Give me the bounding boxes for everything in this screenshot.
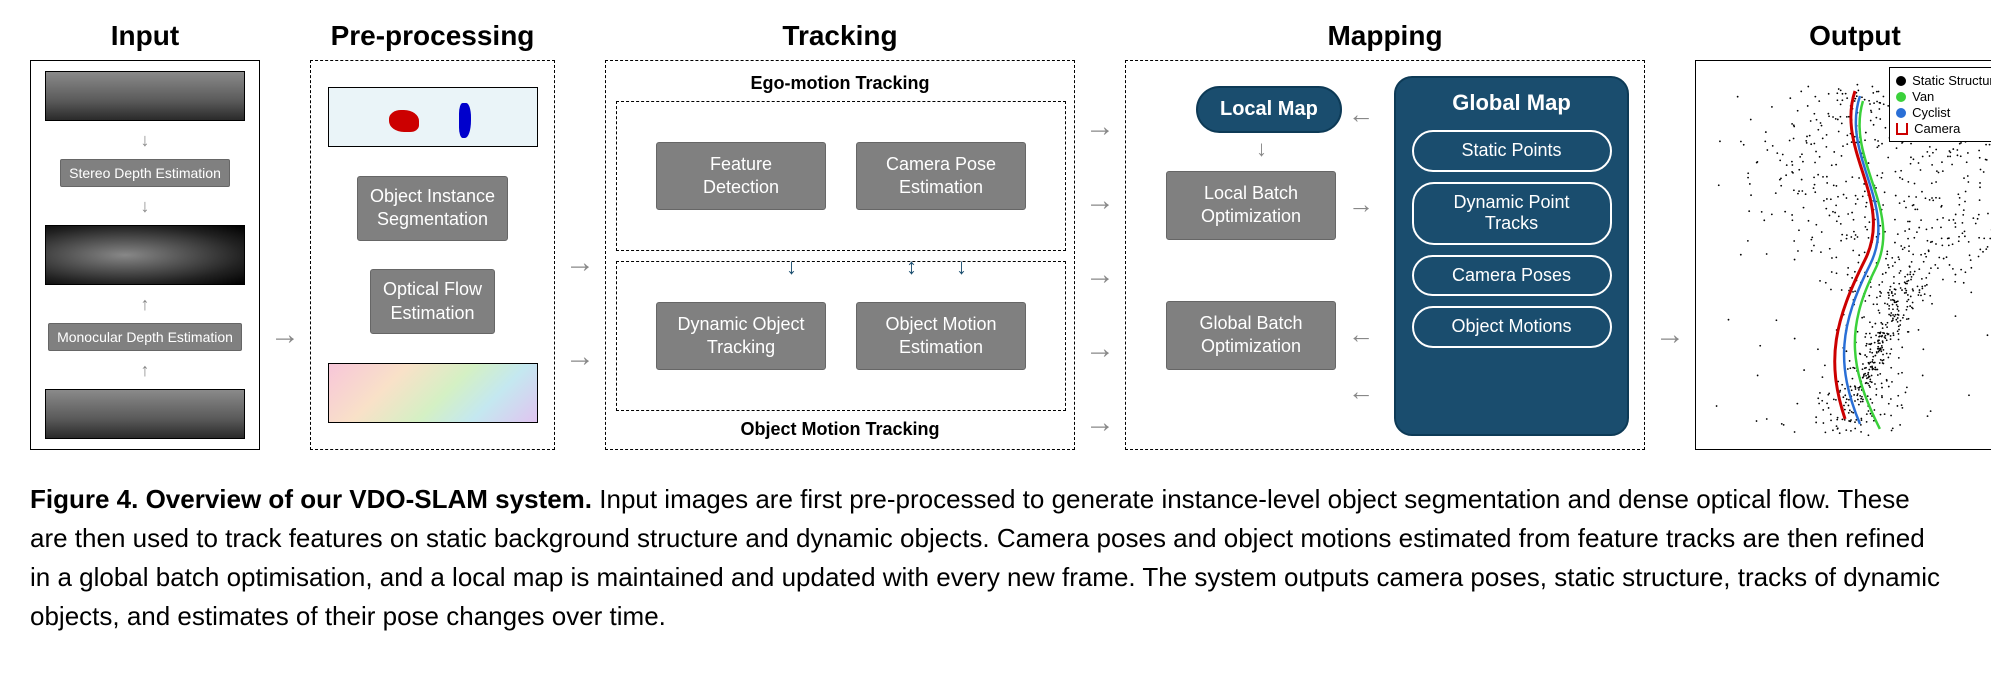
legend-dot-static	[1896, 76, 1906, 86]
arrow-right-icon: →	[1655, 318, 1685, 352]
mapping-box: Local Map ↓ Local Batch Optimization Glo…	[1125, 60, 1645, 450]
local-map-node: Local Map	[1196, 86, 1342, 133]
figure-caption: Figure 4. Overview of our VDO-SLAM syste…	[30, 480, 1950, 636]
stage-title-output: Output	[1809, 20, 1901, 52]
legend-label-camera: Camera	[1914, 121, 1960, 136]
stage-mapping: Mapping Local Map ↓ Local Batch Optimiza…	[1125, 20, 1645, 450]
arrow-right-icon: →	[1348, 189, 1374, 220]
arrow-left-icon: ←	[1348, 319, 1374, 350]
arrow-left-icon: ←	[1348, 376, 1374, 407]
legend-dot-van	[1896, 92, 1906, 102]
system-diagram: Input ↓ Stereo Depth Estimation ↓ ↑ Mono…	[30, 20, 1961, 450]
seg-blob-red	[389, 110, 419, 132]
obj-segmentation-box: Object Instance Segmentation	[357, 176, 508, 241]
legend-label-static: Static Structure	[1912, 73, 1991, 88]
mono-depth-box: Monocular Depth Estimation	[48, 323, 242, 351]
stage-input: Input ↓ Stereo Depth Estimation ↓ ↑ Mono…	[30, 20, 260, 450]
stage-title-preproc: Pre-processing	[331, 20, 535, 52]
dynamic-tracking-box: Dynamic Object Tracking	[656, 302, 826, 371]
camera-pose-box: Camera Pose Estimation	[856, 142, 1026, 211]
arrow-down-icon: ↓	[141, 197, 150, 215]
arrow-up-icon: ↑	[141, 361, 150, 379]
seg-blob-blue	[459, 103, 471, 138]
pill-camera-poses: Camera Poses	[1412, 255, 1612, 297]
stage-title-mapping: Mapping	[1327, 20, 1442, 52]
arrow-left-icon: ←	[1348, 99, 1374, 130]
legend-dot-cyclist	[1896, 108, 1906, 118]
local-batch-box: Local Batch Optimization	[1166, 171, 1336, 240]
segmentation-image	[328, 87, 538, 147]
arrow-right-icon: →	[270, 318, 300, 352]
arrow-down-icon: ↓	[1256, 136, 1267, 162]
feature-detection-box: Feature Detection	[656, 142, 826, 211]
arrow-right-icon: →→	[565, 246, 595, 374]
pill-dynamic-tracks: Dynamic Point Tracks	[1412, 182, 1612, 245]
ego-tracking-label: Ego-motion Tracking	[750, 73, 929, 94]
legend-label-van: Van	[1912, 89, 1934, 104]
pill-static-points: Static Points	[1412, 130, 1612, 172]
pill-object-motions: Object Motions	[1412, 306, 1612, 348]
object-motion-box: Object Motion Estimation	[856, 302, 1026, 371]
stage-title-input: Input	[111, 20, 179, 52]
obj-tracking-label: Object Motion Tracking	[740, 419, 939, 440]
legend-camera-icon	[1896, 123, 1908, 135]
global-batch-box: Global Batch Optimization	[1166, 301, 1336, 370]
arrow-up-icon: ↑	[141, 295, 150, 313]
stage-output: Output Static Structure Van Cyclist Came…	[1695, 20, 1991, 450]
obj-tracking-sub: Dynamic Object Tracking Object Motion Es…	[616, 261, 1066, 411]
global-map-title: Global Map	[1452, 90, 1571, 116]
preproc-box: Object Instance Segmentation Optical Flo…	[310, 60, 555, 450]
input-box: ↓ Stereo Depth Estimation ↓ ↑ Monocular …	[30, 60, 260, 450]
tracking-box: Ego-motion Tracking Feature Detection Ca…	[605, 60, 1075, 450]
optical-flow-image	[328, 363, 538, 423]
mono-image-bottom	[45, 389, 245, 439]
ego-tracking-sub: Feature Detection Camera Pose Estimation	[616, 101, 1066, 251]
stage-title-tracking: Tracking	[782, 20, 897, 52]
optical-flow-box: Optical Flow Estimation	[370, 269, 495, 334]
stage-preproc: Pre-processing Object Instance Segmentat…	[310, 20, 555, 450]
legend-label-cyclist: Cyclist	[1912, 105, 1950, 120]
depth-image	[45, 225, 245, 285]
global-map-panel: Global Map Static Points Dynamic Point T…	[1394, 76, 1629, 436]
caption-bold: Figure 4. Overview of our VDO-SLAM syste…	[30, 484, 592, 514]
arrow-down-icon: ↓	[141, 131, 150, 149]
arrow-right-icon: →→→→→	[1085, 110, 1115, 440]
stage-tracking: Tracking Ego-motion Tracking Feature Det…	[605, 20, 1075, 450]
output-legend: Static Structure Van Cyclist Camera	[1889, 67, 1991, 142]
stereo-image-top	[45, 71, 245, 121]
output-box: Static Structure Van Cyclist Camera	[1695, 60, 1991, 450]
stereo-depth-box: Stereo Depth Estimation	[60, 159, 230, 187]
